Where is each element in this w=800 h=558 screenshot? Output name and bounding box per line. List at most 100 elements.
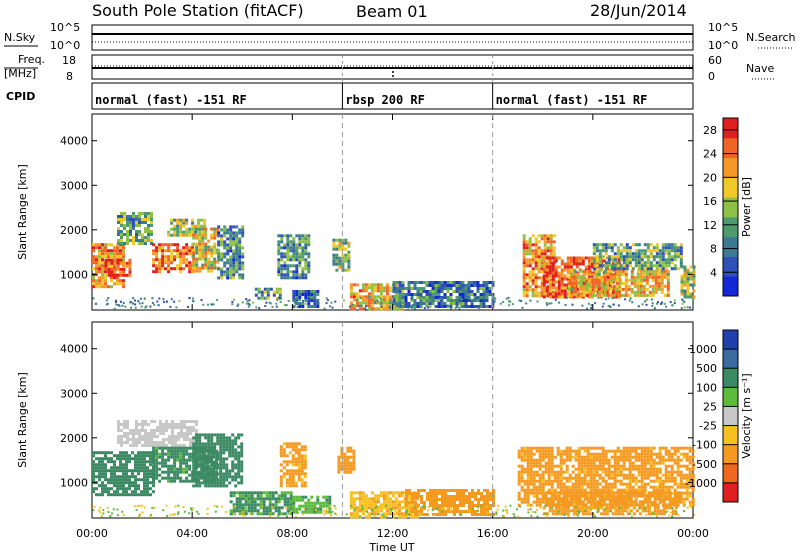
data-cell [174, 441, 177, 444]
data-cell [353, 500, 356, 503]
data-cell [602, 243, 605, 246]
data-cell [447, 501, 450, 504]
data-cell [295, 246, 298, 249]
data-cell [521, 453, 524, 456]
data-cell [180, 426, 183, 429]
data-cell [119, 249, 122, 252]
data-cell [116, 481, 119, 484]
data-cell [644, 462, 647, 465]
data-cell [641, 477, 644, 480]
data-cell [111, 271, 114, 274]
data-cell [596, 258, 599, 261]
data-cell [371, 295, 374, 298]
data-cell [125, 472, 128, 475]
data-cell [655, 279, 658, 282]
data-cell [529, 246, 532, 249]
data-cell [240, 469, 243, 472]
data-cell [508, 297, 510, 299]
data-cell [238, 231, 241, 234]
data-cell [530, 462, 533, 465]
data-cell [123, 432, 126, 435]
data-cell [254, 497, 257, 500]
data-cell [656, 471, 659, 474]
data-cell [408, 290, 411, 293]
data-cell [581, 459, 584, 462]
data-cell [353, 497, 356, 500]
data-cell [527, 483, 530, 486]
data-cell [635, 447, 638, 450]
data-cell [164, 447, 167, 450]
data-cell [350, 491, 353, 494]
data-cell [143, 457, 146, 460]
data-cell [541, 252, 544, 255]
data-cell [155, 258, 158, 261]
data-cell [237, 436, 240, 439]
data-cell [596, 249, 599, 252]
data-cell [567, 257, 570, 260]
data-cell [647, 243, 650, 246]
data-cell [638, 447, 641, 450]
data-cell [235, 270, 238, 273]
data-cell [144, 227, 147, 230]
data-cell [170, 450, 173, 453]
data-cell [195, 460, 198, 463]
data-cell [92, 478, 95, 481]
data-cell [374, 302, 376, 304]
data-cell [572, 486, 575, 489]
data-cell [131, 481, 134, 484]
data-cell [533, 486, 536, 489]
data-cell [179, 456, 182, 459]
data-cell [395, 491, 398, 494]
data-cell [140, 457, 143, 460]
data-cell [231, 439, 234, 442]
data-cell [173, 453, 176, 456]
data-cell [287, 509, 290, 512]
data-cell [646, 288, 649, 291]
data-cell [526, 252, 529, 255]
data-cell [340, 450, 343, 453]
data-cell [216, 454, 219, 457]
data-cell [143, 466, 146, 469]
data-cell [518, 465, 521, 468]
data-cell [301, 454, 304, 457]
data-blob [332, 239, 350, 272]
data-cell [234, 442, 237, 445]
data-cell [146, 460, 149, 463]
data-cell [170, 258, 173, 261]
data-cell [162, 432, 165, 435]
data-cell [584, 480, 587, 483]
data-cell [204, 228, 207, 231]
data-cell [143, 475, 146, 478]
data-cell [629, 486, 632, 489]
data-cell [117, 221, 120, 224]
data-cell [653, 468, 656, 471]
data-cell [273, 291, 276, 294]
data-cell [242, 301, 244, 303]
data-cell [383, 512, 386, 515]
data-cell [167, 258, 170, 261]
data-cell [143, 469, 146, 472]
data-cell [241, 225, 244, 228]
data-cell [290, 494, 293, 497]
data-cell [166, 301, 168, 303]
data-cell [555, 281, 558, 284]
data-cell [134, 457, 137, 460]
data-cell [468, 290, 471, 293]
data-cell [468, 284, 471, 287]
data-cell [232, 267, 235, 270]
data-cell [361, 305, 363, 307]
data-cell [356, 283, 359, 286]
data-cell [655, 273, 658, 276]
data-cell [198, 258, 201, 261]
data-cell [162, 298, 164, 300]
data-cell [480, 495, 483, 498]
data-cell [532, 255, 535, 258]
data-cell [583, 270, 586, 273]
data-cell [561, 263, 564, 266]
data-cell [161, 258, 164, 261]
data-cell [110, 249, 113, 252]
data-cell [650, 261, 653, 264]
data-cell [152, 471, 155, 474]
data-cell [195, 451, 198, 454]
data-cell [371, 301, 374, 304]
